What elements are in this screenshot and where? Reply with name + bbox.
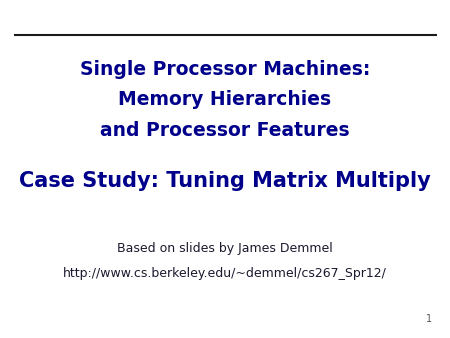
Text: Single Processor Machines:: Single Processor Machines: [80, 60, 370, 79]
Text: and Processor Features: and Processor Features [100, 121, 350, 140]
Text: Based on slides by James Demmel: Based on slides by James Demmel [117, 242, 333, 255]
Text: Memory Hierarchies: Memory Hierarchies [118, 90, 332, 109]
Text: 1: 1 [426, 314, 432, 324]
Text: Case Study: Tuning Matrix Multiply: Case Study: Tuning Matrix Multiply [19, 171, 431, 191]
Text: http://www.cs.berkeley.edu/~demmel/cs267_Spr12/: http://www.cs.berkeley.edu/~demmel/cs267… [63, 267, 387, 280]
